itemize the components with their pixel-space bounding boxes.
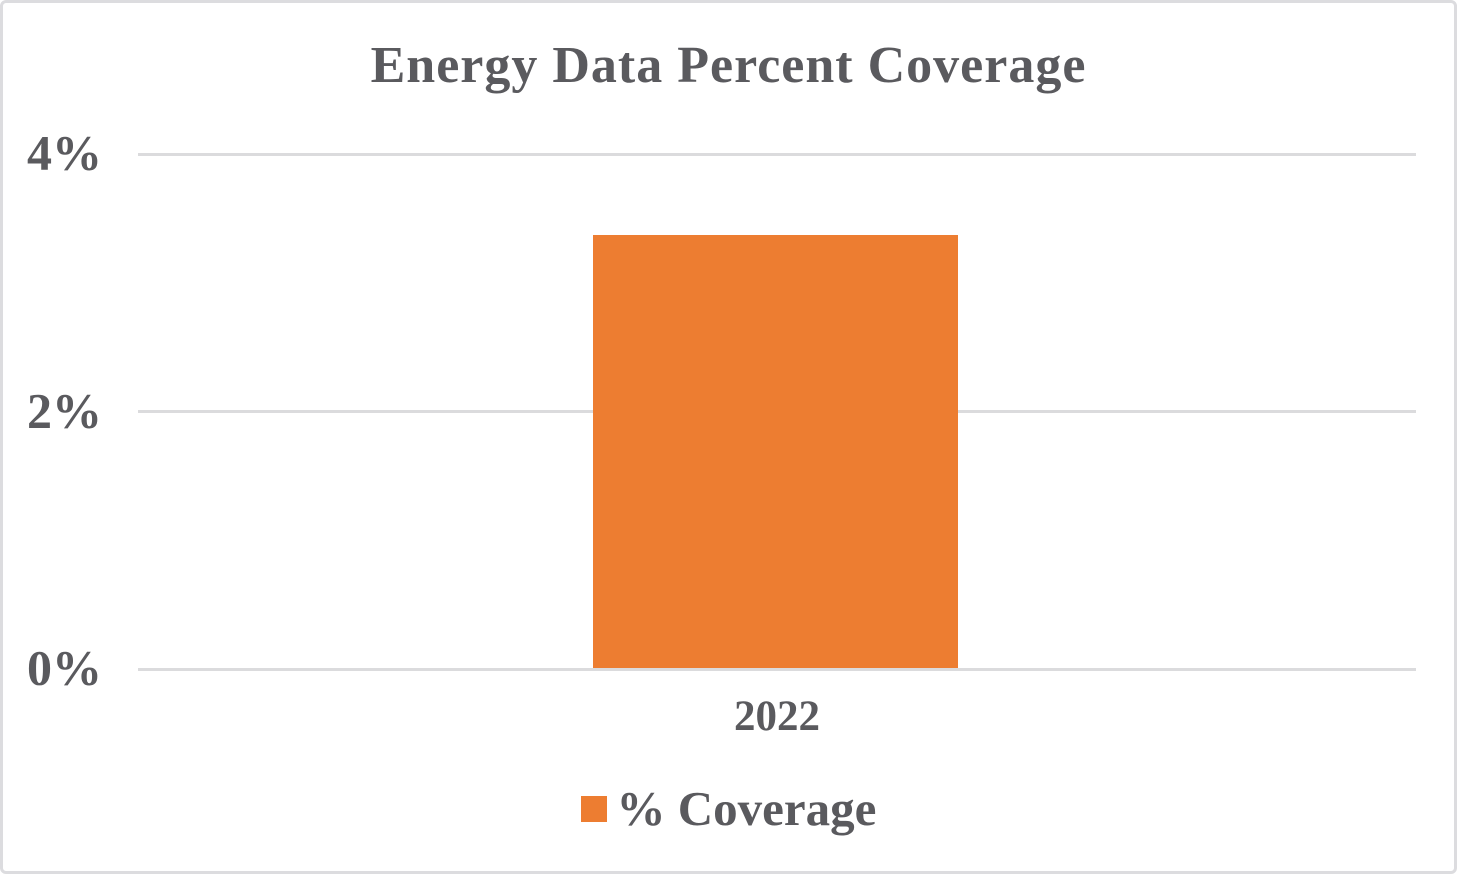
gridline: [138, 667, 1416, 671]
legend-swatch-icon: [580, 795, 607, 822]
bar-2022: [593, 235, 958, 668]
y-axis-tick-label: 2%: [27, 382, 102, 438]
y-axis-tick-label: 4%: [27, 124, 102, 181]
x-axis-tick-label-2022: 2022: [734, 693, 820, 740]
legend-label: % Coverage: [616, 781, 877, 836]
y-axis-tick-label: 0%: [27, 639, 102, 696]
chart-title: Energy Data Percent Coverage: [370, 37, 1087, 94]
gridline: [138, 152, 1416, 156]
legend: % Coverage: [3, 784, 1454, 833]
